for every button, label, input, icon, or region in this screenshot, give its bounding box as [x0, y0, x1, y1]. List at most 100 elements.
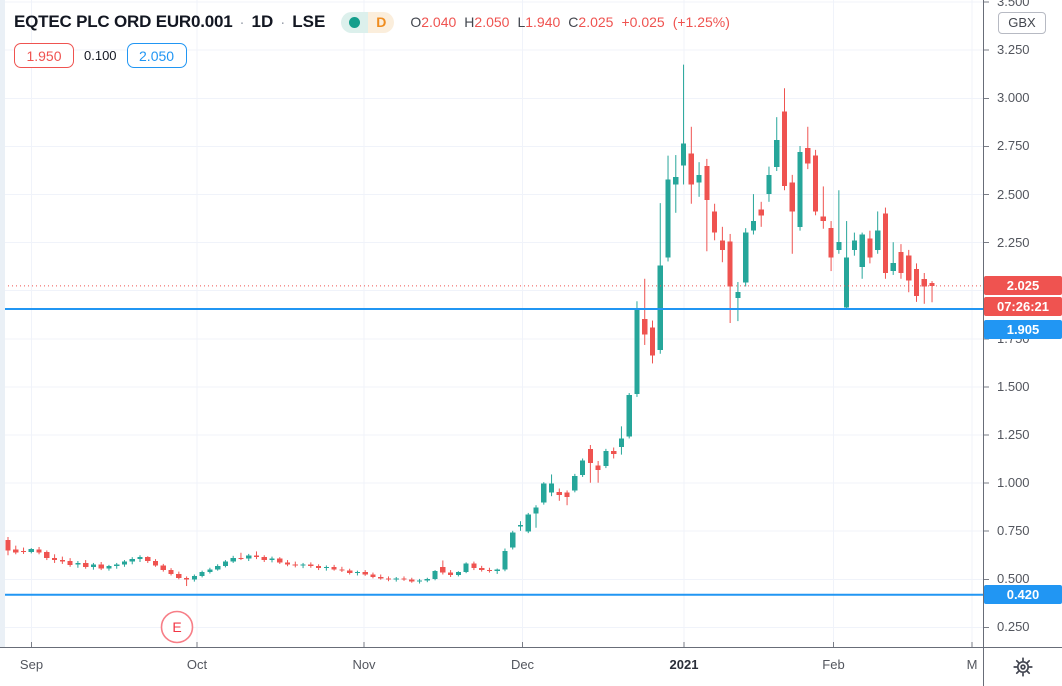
candle: [28, 548, 34, 554]
candle: [253, 551, 260, 560]
last-price-badge: 2.025: [984, 276, 1062, 296]
price-axis-label: 2.250: [997, 234, 1030, 250]
candle: [517, 521, 524, 531]
candle: [781, 88, 788, 191]
legend-title-row: EQTEC PLC ORD EUR0.001 · 1D · LSE D O 2.…: [14, 9, 730, 35]
sell-price-button[interactable]: 1.950: [14, 43, 74, 68]
candle: [906, 249, 912, 293]
data-status-badge[interactable]: D: [341, 11, 395, 33]
candle: [424, 577, 430, 583]
low-value: 1.940: [525, 14, 561, 30]
gear-icon: [1013, 657, 1033, 677]
candle: [758, 201, 764, 227]
low-label: L: [517, 14, 526, 30]
candle: [393, 576, 399, 582]
symbol-title[interactable]: EQTEC PLC ORD EUR0.001: [14, 12, 233, 31]
change-value: +0.025: [621, 14, 665, 30]
candle: [587, 445, 593, 483]
bar-countdown-badge: 07:26:21: [984, 297, 1062, 317]
candle: [207, 567, 213, 574]
candle: [191, 574, 197, 582]
price-axis-label: 1.250: [997, 427, 1030, 442]
market-status-segment: [341, 11, 369, 33]
candle: [121, 560, 128, 567]
time-axis[interactable]: Sep Oct Nov Dec 2021 Feb M: [0, 648, 983, 686]
candle: [440, 560, 446, 575]
candle: [929, 281, 935, 303]
candle: [750, 194, 757, 235]
candle: [199, 570, 205, 578]
candle: [51, 554, 58, 563]
change-percent-value: (+1.25%): [672, 14, 730, 30]
candle: [774, 117, 780, 172]
high-value: 2.050: [474, 14, 510, 30]
candle: [719, 226, 725, 263]
candle: [83, 560, 89, 569]
time-axis-label: M: [966, 657, 978, 672]
candle: [13, 545, 19, 555]
candle: [129, 557, 135, 565]
candle: [595, 460, 601, 483]
earnings-marker[interactable]: E: [160, 610, 194, 644]
candle: [292, 561, 298, 568]
candle: [525, 512, 531, 534]
time-axis-label: Feb: [822, 657, 845, 672]
candle: [541, 482, 547, 505]
candle: [300, 562, 306, 569]
candle: [479, 565, 485, 572]
candle: [246, 553, 252, 562]
candle: [5, 536, 11, 556]
high-label: H: [464, 14, 475, 30]
candle: [323, 565, 329, 571]
candle: [277, 557, 283, 564]
candle: [176, 571, 182, 580]
candle: [743, 228, 749, 287]
candle: [548, 474, 555, 497]
price-axis-label: 0.250: [997, 619, 1030, 635]
close-label: C: [568, 14, 579, 30]
candle: [114, 562, 120, 569]
candle: [455, 571, 461, 577]
candle: [331, 564, 337, 571]
candle: [486, 567, 493, 573]
exchange-label[interactable]: LSE: [292, 12, 326, 31]
candle: [494, 568, 500, 574]
candle: [626, 393, 632, 439]
buy-price-button[interactable]: 2.050: [126, 43, 187, 68]
candle: [75, 561, 81, 568]
candle: [657, 203, 663, 354]
candle: [665, 155, 671, 262]
price-axis-label: 0.500: [997, 571, 1030, 587]
price-axis-label: 0.750: [997, 523, 1030, 539]
price-axis-label: 3.500: [997, 0, 1030, 10]
earnings-letter: E: [172, 619, 181, 635]
candle: [347, 568, 353, 575]
candle: [618, 426, 625, 455]
price-axis[interactable]: GBX 3.5003.2503.0002.7502.5002.2502.0001…: [984, 0, 1062, 647]
price-axis-label: 2.750: [997, 138, 1030, 154]
price-axis-label: 3.250: [997, 42, 1030, 58]
candle: [44, 550, 50, 561]
candle: [556, 488, 562, 501]
settings-button[interactable]: [1010, 654, 1036, 680]
interval-label[interactable]: 1D: [251, 12, 274, 31]
candle: [20, 547, 27, 554]
candle: [882, 207, 889, 279]
candle: [401, 576, 407, 581]
time-axis-label: Oct: [186, 657, 208, 672]
candle: [471, 561, 477, 571]
candle: [913, 263, 920, 302]
candle: [533, 505, 539, 528]
price-axis-label: 1.500: [997, 378, 1030, 394]
buy-sell-widget: 1.950 0.100 2.050: [14, 43, 730, 68]
candle: [828, 221, 834, 272]
candle: [385, 576, 392, 582]
candle: [448, 570, 454, 577]
currency-unit-badge[interactable]: GBX: [998, 12, 1046, 34]
candle: [851, 232, 857, 256]
candle: [812, 149, 819, 216]
candle: [890, 242, 896, 275]
candle: [696, 162, 702, 197]
candle: [145, 556, 151, 563]
